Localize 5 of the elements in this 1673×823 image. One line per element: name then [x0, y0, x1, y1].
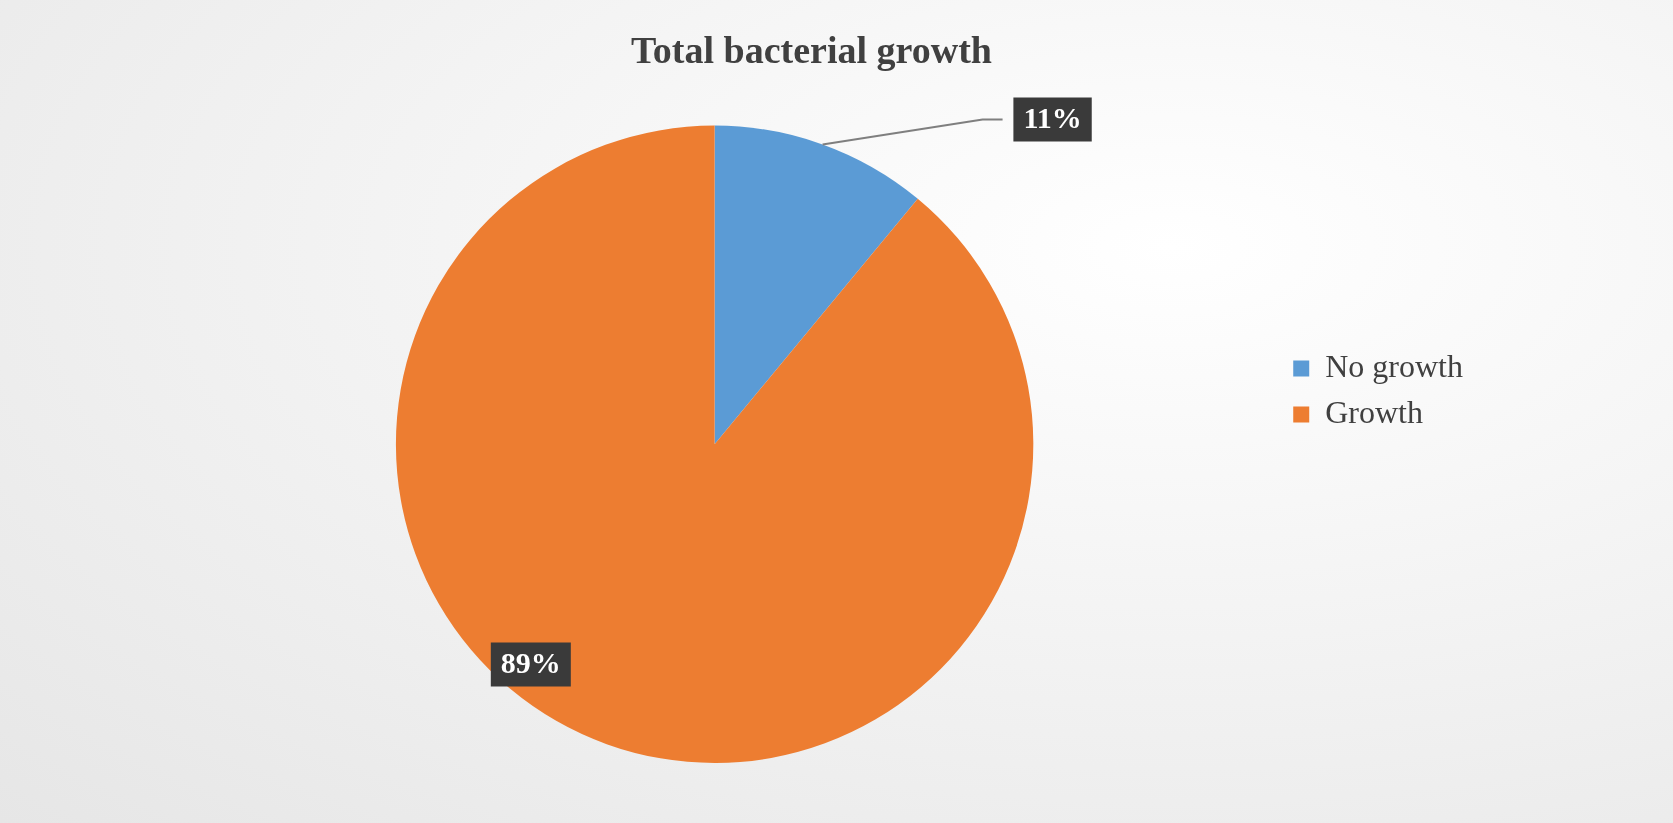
data-label: 11%	[1023, 101, 1082, 135]
legend-label: No growth	[1325, 347, 1463, 384]
data-label: 89%	[500, 646, 561, 680]
legend-label: Growth	[1325, 393, 1423, 430]
chart-title: Total bacterial growth	[631, 28, 992, 71]
